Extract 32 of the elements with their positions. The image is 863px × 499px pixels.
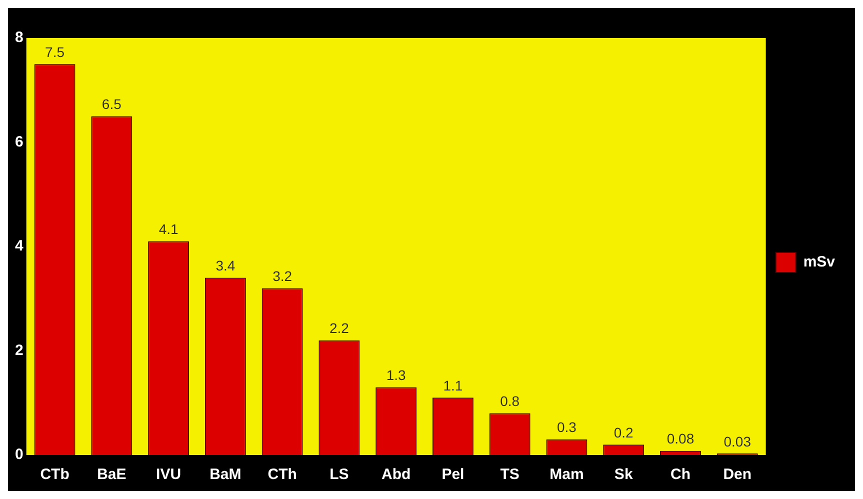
x-tick-label: BaE bbox=[97, 466, 126, 484]
x-tick-label: Mam bbox=[550, 466, 584, 484]
x-tick-label: Abd bbox=[381, 466, 411, 484]
legend-label: mSv bbox=[803, 254, 836, 271]
x-tick-label: Den bbox=[723, 466, 752, 484]
x-tick-label: IVU bbox=[156, 466, 182, 484]
y-tick-label: 2 bbox=[15, 342, 24, 359]
y-tick-label: 8 bbox=[15, 29, 24, 46]
x-tick-label: CTb bbox=[40, 466, 70, 484]
data-label: 6.5 bbox=[102, 96, 122, 112]
data-label: 2.2 bbox=[329, 320, 350, 336]
data-label: 1.3 bbox=[386, 367, 406, 384]
x-tick-label: CTh bbox=[268, 466, 297, 484]
data-label: 1.1 bbox=[443, 378, 463, 394]
y-tick-label: 4 bbox=[15, 238, 24, 255]
x-tick-label: LS bbox=[330, 466, 349, 484]
x-tick-label: Ch bbox=[670, 466, 690, 484]
y-tick-label: 0 bbox=[15, 446, 24, 464]
data-label: 0.08 bbox=[666, 430, 694, 447]
x-tick-label: TS bbox=[500, 466, 520, 484]
x-tick-label: BaM bbox=[210, 466, 242, 484]
data-label: 3.2 bbox=[272, 268, 292, 284]
data-label: 0.3 bbox=[556, 419, 577, 436]
data-label: 7.5 bbox=[45, 44, 65, 60]
x-tick-label: Sk bbox=[614, 466, 634, 484]
data-label: 0.8 bbox=[500, 393, 520, 410]
x-tick-label: Pel bbox=[442, 466, 464, 484]
data-label: 3.4 bbox=[216, 258, 236, 274]
y-tick-label: 6 bbox=[15, 133, 24, 150]
data-label: 0.03 bbox=[724, 433, 752, 450]
data-label: 0.2 bbox=[614, 424, 634, 440]
data-label: 4.1 bbox=[158, 221, 178, 238]
